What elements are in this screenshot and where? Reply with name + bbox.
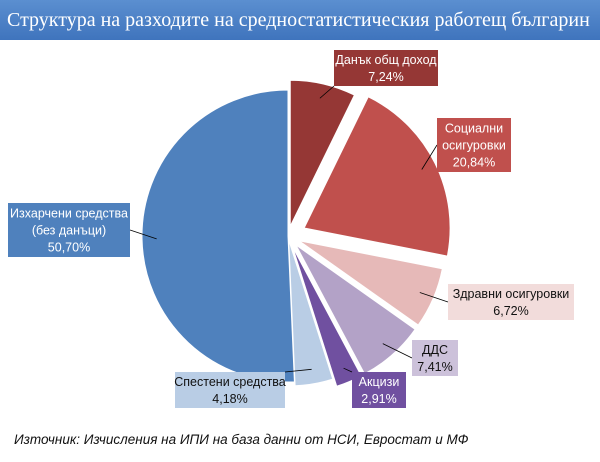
data-label-value: 2,91%	[361, 392, 396, 406]
pie-slices	[141, 79, 451, 387]
data-label: Социални осигуровки 20,84%	[437, 118, 511, 172]
data-label: ДДС 7,41%	[412, 340, 458, 376]
data-label-value: 20,84%	[453, 156, 495, 170]
data-label-box	[175, 372, 285, 408]
pie-slice	[141, 89, 295, 383]
data-labels: Данък общ доход 7,24% Социални осигуровки 20…	[8, 50, 574, 408]
data-label-box	[412, 340, 458, 376]
data-label-box	[437, 118, 511, 172]
data-label: Спестени средства 4,18%	[174, 372, 286, 408]
leader-line	[319, 85, 335, 99]
data-label-name: Спестени средства	[174, 375, 286, 389]
data-label-box	[334, 50, 438, 86]
pie-slice	[288, 239, 334, 387]
chart-title: Структура на разходите на средностатисти…	[0, 0, 600, 40]
data-label-value: 4,18%	[212, 392, 247, 406]
data-label: Данък общ доход 7,24%	[334, 50, 438, 86]
data-label-name: Акцизи	[359, 375, 400, 389]
data-label-name: Данък общ доход	[335, 53, 437, 67]
data-label-name: ДДС	[422, 343, 448, 357]
data-label-name: (без данъци)	[32, 224, 106, 238]
data-label-box	[8, 203, 130, 257]
data-label-box	[448, 284, 574, 320]
data-label-name: осигуровки	[442, 139, 506, 153]
leader-line	[284, 368, 312, 373]
data-label-name: Изхарчени средства	[10, 207, 128, 221]
leader-lines	[129, 85, 449, 373]
data-label-name: Социални	[445, 122, 503, 136]
pie-slice	[289, 79, 356, 227]
data-label: Акцизи 2,91%	[352, 372, 406, 408]
pie-slice	[303, 96, 451, 257]
leader-line	[419, 292, 449, 303]
pie-slice	[298, 240, 443, 326]
data-label-name: Здравни осигуровки	[453, 287, 570, 301]
data-label-value: 6,72%	[493, 304, 528, 318]
leader-line	[129, 229, 157, 240]
data-label-box	[352, 372, 406, 408]
leader-line	[343, 367, 353, 373]
source-note: Източник: Изчисления на ИПИ на база данн…	[14, 432, 469, 447]
data-label-value: 50,70%	[48, 241, 90, 255]
data-label: Здравни осигуровки 6,72%	[448, 284, 574, 320]
data-label-value: 7,24%	[368, 70, 403, 84]
data-label: Изхарчени средства (без данъци) 50,70%	[8, 203, 130, 257]
leader-line	[382, 343, 413, 359]
leader-line	[421, 144, 438, 170]
data-label-value: 7,41%	[417, 360, 452, 374]
